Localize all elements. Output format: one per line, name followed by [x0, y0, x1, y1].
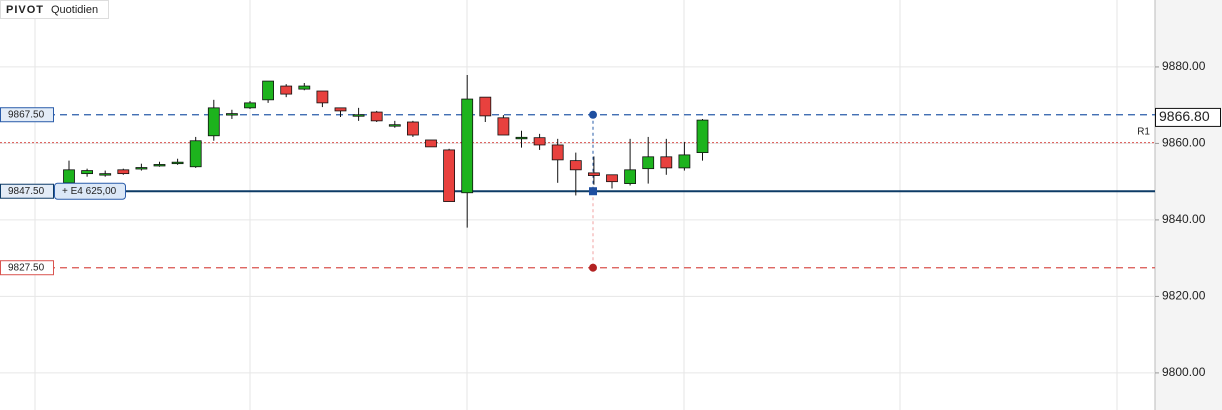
pivot-label: R1: [1137, 126, 1150, 137]
candle-body: [225, 113, 238, 116]
annotation: + E4 625,00: [62, 186, 117, 197]
candle-body: [660, 156, 673, 169]
y-tick-label: 9880.00: [1162, 59, 1206, 73]
chart-title: PIVOT: [6, 4, 44, 16]
candle-body: [479, 96, 492, 117]
candle-body: [388, 124, 401, 127]
candle-body: [352, 114, 365, 117]
y-tick-label: 9800.00: [1162, 365, 1206, 379]
candle-body: [515, 136, 528, 140]
candle-body: [298, 85, 311, 90]
chart-subtitle: Quotidien: [51, 4, 98, 16]
candle-body: [189, 140, 202, 168]
candle-body: [642, 156, 655, 170]
candle-body: [262, 80, 275, 101]
level-label-box: [0, 107, 54, 123]
y-tick-label: 9840.00: [1162, 212, 1206, 226]
candle-body: [244, 102, 256, 109]
candle-body: [461, 98, 474, 194]
candle-body: [370, 111, 383, 122]
candle-body: [551, 144, 564, 161]
level-dot: [589, 110, 597, 119]
candle-body: [63, 169, 75, 184]
candle-body: [588, 172, 600, 176]
level-label-box: [0, 260, 54, 276]
candle-body: [207, 107, 220, 137]
candle-body: [81, 170, 93, 175]
y-tick-label: 9860.00: [1162, 136, 1206, 150]
level-label: 9867.50: [8, 109, 45, 120]
candle-body: [99, 173, 112, 176]
candle-body: [606, 174, 618, 183]
level-dot: [589, 263, 597, 272]
candle-body: [334, 107, 347, 112]
level-label: 9847.50: [8, 186, 45, 197]
candle-body: [406, 121, 419, 136]
header-box: [0, 0, 109, 19]
candle-body: [624, 169, 636, 184]
candle-body: [443, 149, 456, 202]
candle-body: [135, 167, 148, 170]
candle-body: [117, 169, 130, 175]
y-tick-label: 9820.00: [1162, 289, 1206, 303]
level-dot: [589, 187, 597, 196]
level-label: 9827.50: [8, 262, 45, 273]
candle-body: [569, 160, 582, 171]
price-axis: [1155, 0, 1222, 410]
level-label-box: [0, 183, 54, 199]
candle-body: [678, 154, 691, 169]
candle-body: [316, 90, 329, 104]
candle-body: [280, 85, 293, 95]
candle-body: [497, 117, 510, 136]
candle-body: [425, 139, 437, 148]
candle-body: [696, 119, 709, 154]
candle-body: [171, 161, 184, 165]
candle-body: [533, 137, 546, 146]
annotation-box: [54, 182, 126, 200]
candle-body: [153, 164, 166, 167]
last-price-box: [1155, 107, 1221, 127]
last-price-label: 9866.80: [1159, 108, 1210, 124]
